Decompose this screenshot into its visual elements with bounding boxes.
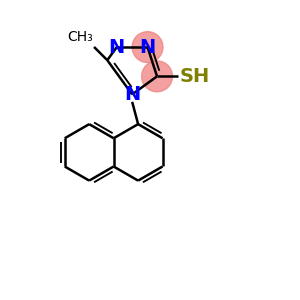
Circle shape bbox=[142, 61, 172, 92]
Circle shape bbox=[132, 32, 163, 63]
Text: N: N bbox=[124, 85, 140, 104]
Text: CH₃: CH₃ bbox=[67, 30, 93, 44]
Text: SH: SH bbox=[179, 67, 210, 86]
Text: N: N bbox=[109, 38, 125, 57]
Text: N: N bbox=[140, 38, 156, 57]
